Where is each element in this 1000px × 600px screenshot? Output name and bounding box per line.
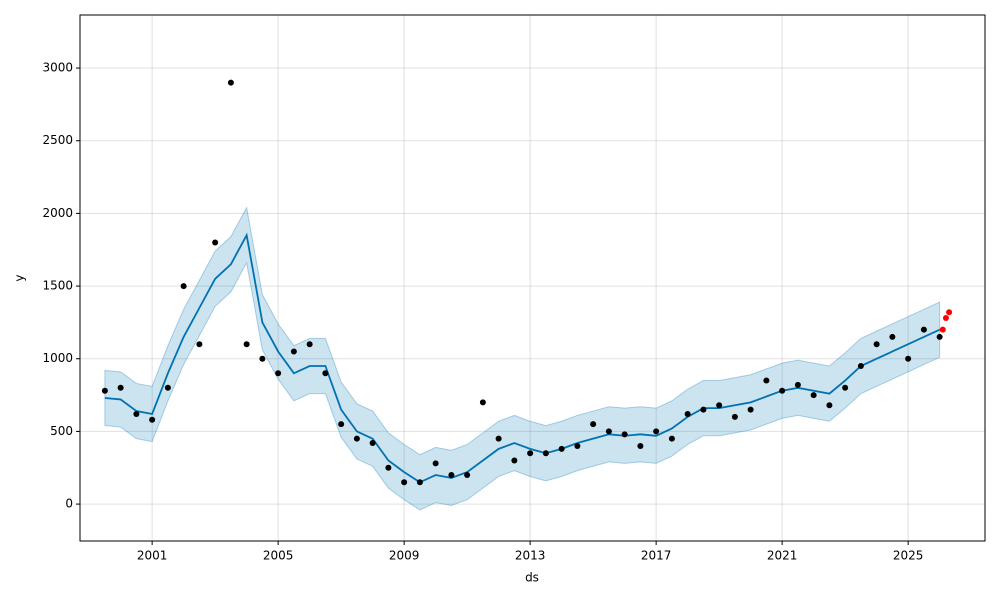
observation-point (920, 326, 927, 333)
observation-point (322, 370, 329, 377)
x-tick-label: 2005 (263, 549, 294, 563)
observation-point (117, 384, 124, 391)
observation-point (227, 79, 234, 86)
observation-point (621, 431, 628, 438)
observation-point (605, 428, 612, 435)
observation-point (290, 348, 297, 355)
observation-point (369, 440, 376, 447)
observation-point (905, 355, 912, 362)
observation-point (353, 435, 360, 442)
observation-point (857, 363, 864, 370)
observation-point (873, 341, 880, 348)
y-tick-label: 3000 (42, 61, 73, 75)
observation-point (479, 399, 486, 406)
observation-point (133, 410, 140, 417)
observation-point (842, 384, 849, 391)
observation-point (448, 472, 455, 479)
observation-point (212, 239, 219, 246)
observation-point (527, 450, 534, 457)
observation-point (558, 445, 565, 452)
y-axis-label: y (13, 274, 27, 281)
x-tick-label: 2025 (893, 549, 924, 563)
x-tick-label: 2021 (767, 549, 798, 563)
observation-point (511, 457, 518, 464)
y-tick-label: 0 (65, 497, 73, 511)
plot-frame (79, 14, 986, 542)
observation-point (716, 402, 723, 409)
observation-point (306, 341, 313, 348)
observation-point (942, 315, 949, 322)
observation-point (275, 370, 282, 377)
y-tick-label: 2500 (42, 133, 73, 147)
observation-point (574, 442, 581, 449)
x-tick-label: 2017 (641, 549, 672, 563)
observation-point (653, 428, 660, 435)
uncertainty-band (104, 206, 941, 511)
observation-point (495, 435, 502, 442)
observation-point (763, 377, 770, 384)
observation-point (385, 464, 392, 471)
x-tick-label: 2013 (515, 549, 546, 563)
y-tick-label: 1000 (42, 351, 73, 365)
observation-point (149, 416, 156, 423)
observation-point (946, 309, 953, 316)
observation-point (747, 406, 754, 413)
observation-point (826, 402, 833, 409)
observation-point (731, 413, 738, 420)
x-tick-label: 2001 (137, 549, 168, 563)
observation-point (700, 406, 707, 413)
observation-point (180, 283, 187, 290)
y-tick-label: 500 (50, 424, 73, 438)
observation-point (668, 435, 675, 442)
observation-point (164, 384, 171, 391)
observation-point (779, 387, 786, 394)
observation-point (810, 392, 817, 399)
observation-point (684, 410, 691, 417)
observation-point (338, 421, 345, 428)
observation-point (401, 479, 408, 486)
x-tick-label: 2009 (389, 549, 420, 563)
observation-point (416, 479, 423, 486)
observation-point (794, 381, 801, 388)
x-axis-label: ds (525, 571, 539, 585)
observation-point (259, 355, 266, 362)
observation-point (101, 387, 108, 394)
observation-point (432, 460, 439, 467)
observation-point (590, 421, 597, 428)
plot-layer: 0 500 1000 1500 2000 2500 3000 2001 2005 2009 2013… (42, 15, 985, 563)
y-tick-label: 1500 (42, 279, 73, 293)
observation-point (637, 442, 644, 449)
observation-point (889, 333, 896, 340)
observation-point (464, 472, 471, 479)
observation-point (542, 450, 549, 457)
observation-point (196, 341, 203, 348)
observation-point (243, 341, 250, 348)
y-tick-label: 2000 (42, 206, 73, 220)
observation-point (936, 333, 943, 340)
forecast-line (104, 232, 941, 484)
observation-point (939, 326, 946, 333)
